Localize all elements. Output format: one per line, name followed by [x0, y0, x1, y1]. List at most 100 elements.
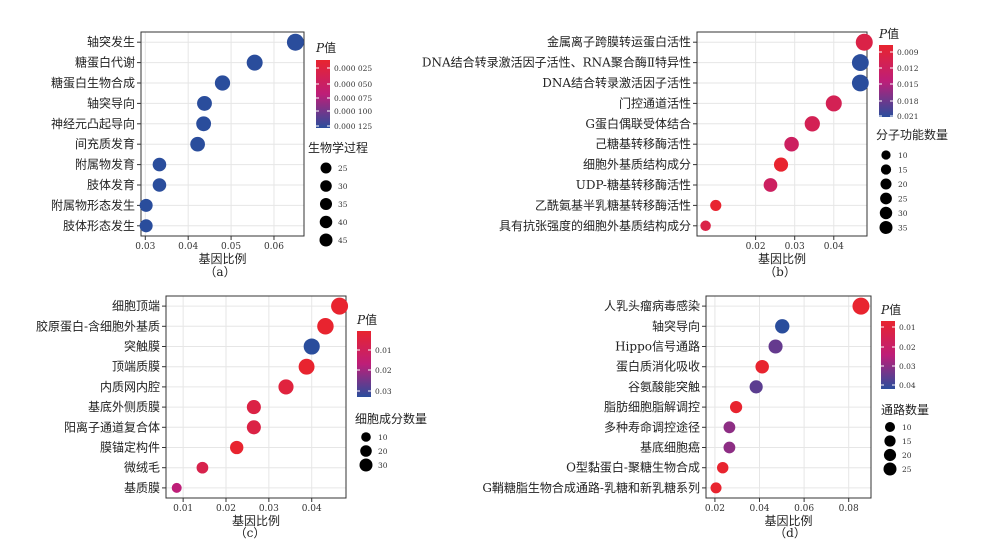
x-tick-label: 0.05: [221, 242, 241, 252]
size-legend-dot: [320, 180, 332, 192]
y-tick-label: 乙酰氨基半乳糖基转移酶活性: [535, 197, 691, 212]
x-tick-label: 0.06: [794, 504, 814, 514]
data-point: [246, 420, 261, 435]
panel-a: 轴突发生糖蛋白代谢糖蛋白生物合成轴突导向神经元凸起导向间充质发育附属物发育肢体发…: [51, 31, 372, 279]
data-point: [246, 400, 261, 415]
size-legend-dot: [879, 221, 893, 234]
size-legend-dot: [879, 206, 893, 220]
y-tick-label: 阳离子通道复合体: [64, 419, 160, 434]
color-bar-label: 0.01: [375, 346, 392, 355]
data-point: [286, 33, 304, 51]
y-tick-label: 蛋白质消化吸收: [616, 359, 700, 374]
size-legend-dot: [359, 458, 373, 472]
color-bar-label: 0.000 125: [334, 122, 372, 131]
x-axis-title: 基因比例: [232, 514, 280, 528]
data-point: [196, 461, 209, 474]
y-tick-label: 轴突发生: [87, 34, 135, 49]
x-axis-title: 基因比例: [198, 252, 246, 266]
data-point: [773, 157, 789, 172]
size-legend-dot: [320, 162, 332, 174]
size-legend-label: 10: [902, 423, 912, 432]
data-point: [246, 54, 263, 71]
size-legend-dot: [319, 215, 333, 229]
size-legend-title: 生物学过程: [308, 140, 368, 155]
x-tick-label: 0.04: [749, 504, 769, 514]
color-bar-label: 0.021: [897, 112, 918, 121]
size-legend-title: 分子功能数量: [876, 127, 948, 142]
data-point: [723, 441, 736, 454]
panel-c: 细胞顶端胶原蛋白-含细胞外基质突触膜顶端质膜内质网内腔基底外侧质膜阳离子通道复合…: [36, 295, 427, 540]
color-bar-label: 0.000 050: [334, 80, 372, 89]
size-legend-label: 10: [898, 151, 908, 160]
x-tick-label: 0.04: [824, 242, 844, 252]
color-bar-label: 0.03: [899, 362, 916, 371]
size-legend-dot: [360, 445, 372, 457]
size-legend-dot: [884, 421, 896, 433]
y-tick-label: 金属离子跨膜转运蛋白活性: [547, 34, 691, 49]
y-tick-label: 基底外侧质膜: [88, 399, 160, 414]
data-point: [214, 75, 231, 91]
y-tick-label: 轴突导向: [652, 318, 700, 333]
size-legend-label: 25: [898, 195, 908, 204]
x-tick-label: 0.03: [785, 242, 805, 252]
data-point: [723, 421, 736, 434]
size-legend-dot: [319, 233, 333, 247]
data-point: [825, 95, 842, 112]
y-tick-label: Hippo信号通路: [615, 339, 700, 354]
y-tick-label: 微绒毛: [124, 461, 160, 475]
size-legend-label: 20: [902, 451, 912, 460]
size-legend-title: 细胞成分数量: [355, 411, 427, 426]
data-point: [152, 157, 167, 172]
y-tick-label: 脂肪细胞脂解调控: [604, 399, 700, 414]
color-bar-label: 0.012: [897, 64, 919, 73]
size-legend-label: 45: [338, 236, 348, 245]
color-bar-label: 0.000 025: [334, 64, 372, 73]
color-bar: [881, 321, 895, 389]
size-legend-title: 通路数量: [881, 402, 929, 417]
size-legend-label: 35: [898, 224, 908, 233]
x-tick-label: 0.06: [264, 242, 284, 252]
y-tick-label: 突触膜: [124, 339, 160, 354]
y-tick-label: 细胞外基质结构成分: [583, 157, 691, 172]
data-point: [804, 116, 820, 132]
size-legend-dot: [319, 197, 333, 211]
x-axis-title: 基因比例: [758, 252, 806, 266]
x-tick-label: 0.08: [839, 504, 859, 514]
data-point: [768, 339, 783, 354]
color-bar-label: 0.015: [897, 80, 919, 89]
color-legend-title: P值: [880, 302, 901, 317]
y-tick-label: 谷氨酸能突触: [628, 379, 700, 394]
color-bar-label: 0.000 075: [334, 94, 372, 103]
x-tick-label: 0.03: [259, 504, 279, 514]
color-bar-label: 0.03: [375, 387, 392, 396]
size-legend-dot: [880, 178, 892, 190]
size-legend-label: 15: [898, 166, 908, 175]
x-axis-title: 基因比例: [764, 514, 812, 528]
y-tick-label: 基底细胞癌: [640, 440, 700, 455]
data-point: [717, 461, 729, 474]
y-tick-label: 细胞顶端: [112, 299, 160, 313]
color-bar-label: 0.009: [897, 48, 919, 57]
y-tick-label: 肢体发育: [87, 177, 135, 192]
color-bar: [357, 331, 371, 397]
y-tick-label: 己糖基转移酶活性: [595, 136, 691, 151]
size-legend-label: 15: [902, 437, 912, 446]
size-legend-label: 35: [338, 200, 348, 209]
y-tick-label: DNA结合转录激活因子活性: [542, 75, 691, 90]
size-legend-label: 20: [898, 180, 908, 189]
plot-area: [165, 295, 347, 499]
plot-border: [705, 295, 872, 499]
panel-caption: （b）: [764, 265, 796, 279]
size-legend-label: 30: [338, 182, 348, 191]
y-tick-label: UDP-糖基转移酶活性: [576, 177, 691, 192]
plot-border: [696, 31, 868, 237]
color-bar: [316, 60, 330, 128]
color-bar-label: 0.01: [899, 323, 916, 332]
y-tick-label: 人乳头瘤病毒感染: [604, 298, 700, 313]
data-point: [755, 359, 769, 374]
plot-border: [165, 295, 347, 499]
y-tick-label: 糖蛋白代谢: [75, 55, 135, 70]
data-point: [710, 482, 722, 494]
